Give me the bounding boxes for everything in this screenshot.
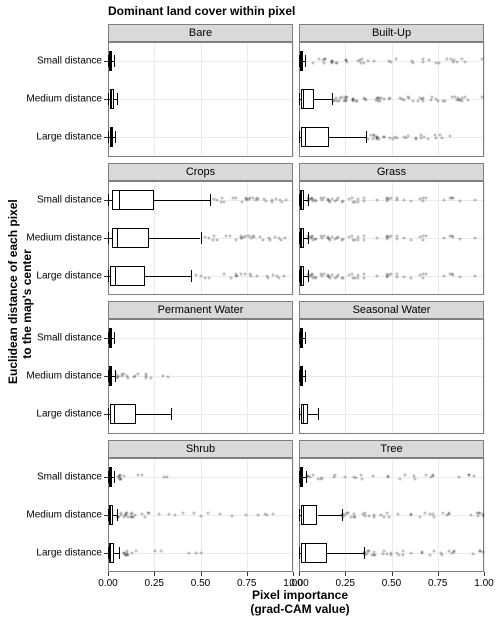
facet-panel [299,42,484,157]
y-tick-label: Small distance [22,471,102,482]
y-tick-label: Small distance [22,194,102,205]
facet-panel [299,458,484,573]
facet-panel [299,319,484,434]
y-tick-label: Small distance [22,333,102,344]
y-tick-label: Medium distance [22,371,102,382]
x-tick-label: 0.75 [428,578,447,589]
y-tick-label: Medium distance [22,509,102,520]
facet-boxplot-chart: Dominant land cover within pixel Euclide… [0,0,500,620]
y-axis-title: Euclidean distance of each pixel to the … [6,224,34,384]
facet-strip: Crops [108,163,293,181]
facet-panel [299,181,484,296]
y-tick-label: Small distance [22,56,102,67]
boxplot-box [112,190,155,210]
facet-strip: Seasonal Water [299,301,484,319]
y-tick-label: Large distance [22,270,102,281]
facet-strip: Built-Up [299,24,484,42]
facet-strip: Shrub [108,440,293,458]
facet-strip: Permanent Water [108,301,293,319]
facet-strip: Bare [108,24,293,42]
y-tick-label: Large distance [22,409,102,420]
y-tick-label: Medium distance [22,232,102,243]
x-tick-label: 1.00 [474,578,493,589]
facet-panel [108,42,293,157]
x-tick-label: 0.00 [98,578,117,589]
x-tick-label: 0.25 [145,578,164,589]
facet-panel [108,458,293,573]
facet-strip: Tree [299,440,484,458]
y-tick-label: Large distance [22,547,102,558]
facet-panel [108,319,293,434]
chart-title: Dominant land cover within pixel [108,4,295,18]
y-tick-label: Medium distance [22,94,102,105]
facet-strip: Grass [299,163,484,181]
facet-panel [108,181,293,296]
x-axis-title: Pixel importance (grad-CAM value) [200,588,400,616]
y-tick-label: Large distance [22,132,102,143]
